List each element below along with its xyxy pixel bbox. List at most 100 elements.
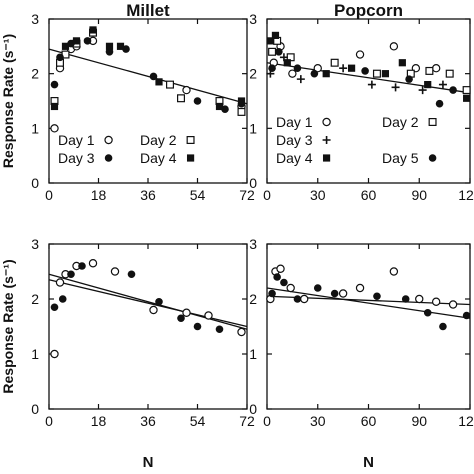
data-point [50, 102, 59, 111]
legend-marker [428, 154, 437, 162]
y-tick-label: 2 [249, 66, 257, 82]
data-point [435, 99, 444, 108]
data-point [55, 278, 65, 287]
data-point [155, 78, 163, 86]
legend-label: Day 2 [382, 114, 419, 130]
data-point [67, 270, 75, 279]
data-point [391, 83, 400, 92]
fit-line [48, 48, 248, 105]
data-point [431, 297, 441, 306]
data-point [110, 267, 120, 276]
data-point [204, 311, 213, 320]
data-point [50, 349, 59, 359]
fit-line [48, 279, 248, 328]
data-point [58, 295, 67, 303]
data-point [462, 86, 471, 95]
data-point [296, 75, 305, 84]
x-tick-label: 36 [140, 187, 156, 203]
data-point [50, 124, 59, 133]
series-4 [50, 26, 246, 111]
data-point [423, 308, 432, 317]
y-tick-label: 3 [249, 11, 257, 27]
legend-label: Day 2 [140, 132, 177, 148]
data-point [50, 303, 59, 312]
data-point [381, 70, 390, 78]
legend-marker [428, 117, 437, 126]
series-3 [266, 53, 447, 95]
data-point [448, 300, 458, 309]
y-tick-label: 1 [31, 120, 39, 136]
y-axis-label: Response Rate (s⁻¹) [0, 259, 16, 393]
y-tick-label: 0 [31, 401, 39, 417]
data-point [418, 86, 427, 95]
legend: Day 1 Day 2 Day 3 Day 4 [58, 132, 195, 166]
legend-marker [186, 136, 195, 145]
data-point [105, 42, 114, 50]
legend-label: Day 4 [140, 150, 177, 166]
data-point [61, 42, 70, 50]
legend-label: Day 1 [276, 114, 313, 130]
series-2 [268, 36, 471, 95]
data-point [182, 85, 191, 95]
data-point [367, 80, 376, 89]
x-tick-label: 60 [361, 187, 377, 203]
series-1 [269, 42, 441, 78]
series-1 [50, 36, 246, 133]
data-point [415, 294, 424, 304]
panel-title: Popcorn [334, 1, 403, 20]
data-point [439, 322, 447, 331]
data-point [330, 58, 339, 67]
y-tick-label: 3 [31, 11, 39, 27]
data-point [78, 262, 86, 270]
x-tick-label: 54 [190, 187, 206, 203]
data-point [373, 292, 381, 301]
series-1 [50, 259, 246, 359]
data-point [338, 289, 348, 298]
fit-line [48, 273, 248, 330]
legend-marker [104, 154, 113, 162]
y-tick-label: 0 [31, 175, 39, 191]
y-tick-label: 2 [249, 291, 257, 307]
data-point [89, 26, 97, 34]
data-point [275, 48, 283, 56]
x-axis-label: N [363, 454, 374, 471]
x-tick-label: 0 [263, 187, 271, 203]
data-point [276, 264, 285, 273]
y-axis-label: Response Rate (s⁻¹) [0, 34, 16, 168]
x-tick-label: 60 [361, 413, 377, 429]
y-tick-label: 2 [31, 66, 39, 82]
data-point [237, 107, 246, 116]
data-point [389, 42, 399, 51]
data-point [405, 75, 413, 83]
data-point [182, 308, 191, 317]
y-tick-label: 1 [249, 120, 257, 136]
legend-marker [322, 154, 331, 162]
legend: Day 1 Day 2 Day 3 Day 4 Day 5 [276, 114, 437, 166]
data-point [237, 97, 246, 105]
data-point [268, 289, 276, 298]
data-point [155, 297, 163, 306]
data-point [177, 94, 186, 103]
data-point [221, 105, 229, 113]
x-tick-label: 0 [45, 187, 53, 203]
series-2 [50, 262, 224, 334]
data-point [215, 102, 224, 111]
x-tick-label: 12 [458, 187, 474, 203]
data-point [88, 259, 98, 268]
data-point [286, 283, 295, 293]
data-point [424, 81, 432, 89]
legend-label: Day 1 [58, 132, 95, 148]
data-point [339, 64, 348, 73]
data-point [438, 80, 447, 89]
data-point [372, 69, 381, 78]
data-point [445, 69, 454, 78]
data-point [193, 322, 202, 331]
data-point [72, 37, 81, 45]
data-point [463, 94, 471, 102]
fit-line [266, 287, 471, 319]
data-point [116, 42, 125, 50]
data-point [293, 295, 302, 303]
data-point [361, 67, 369, 75]
